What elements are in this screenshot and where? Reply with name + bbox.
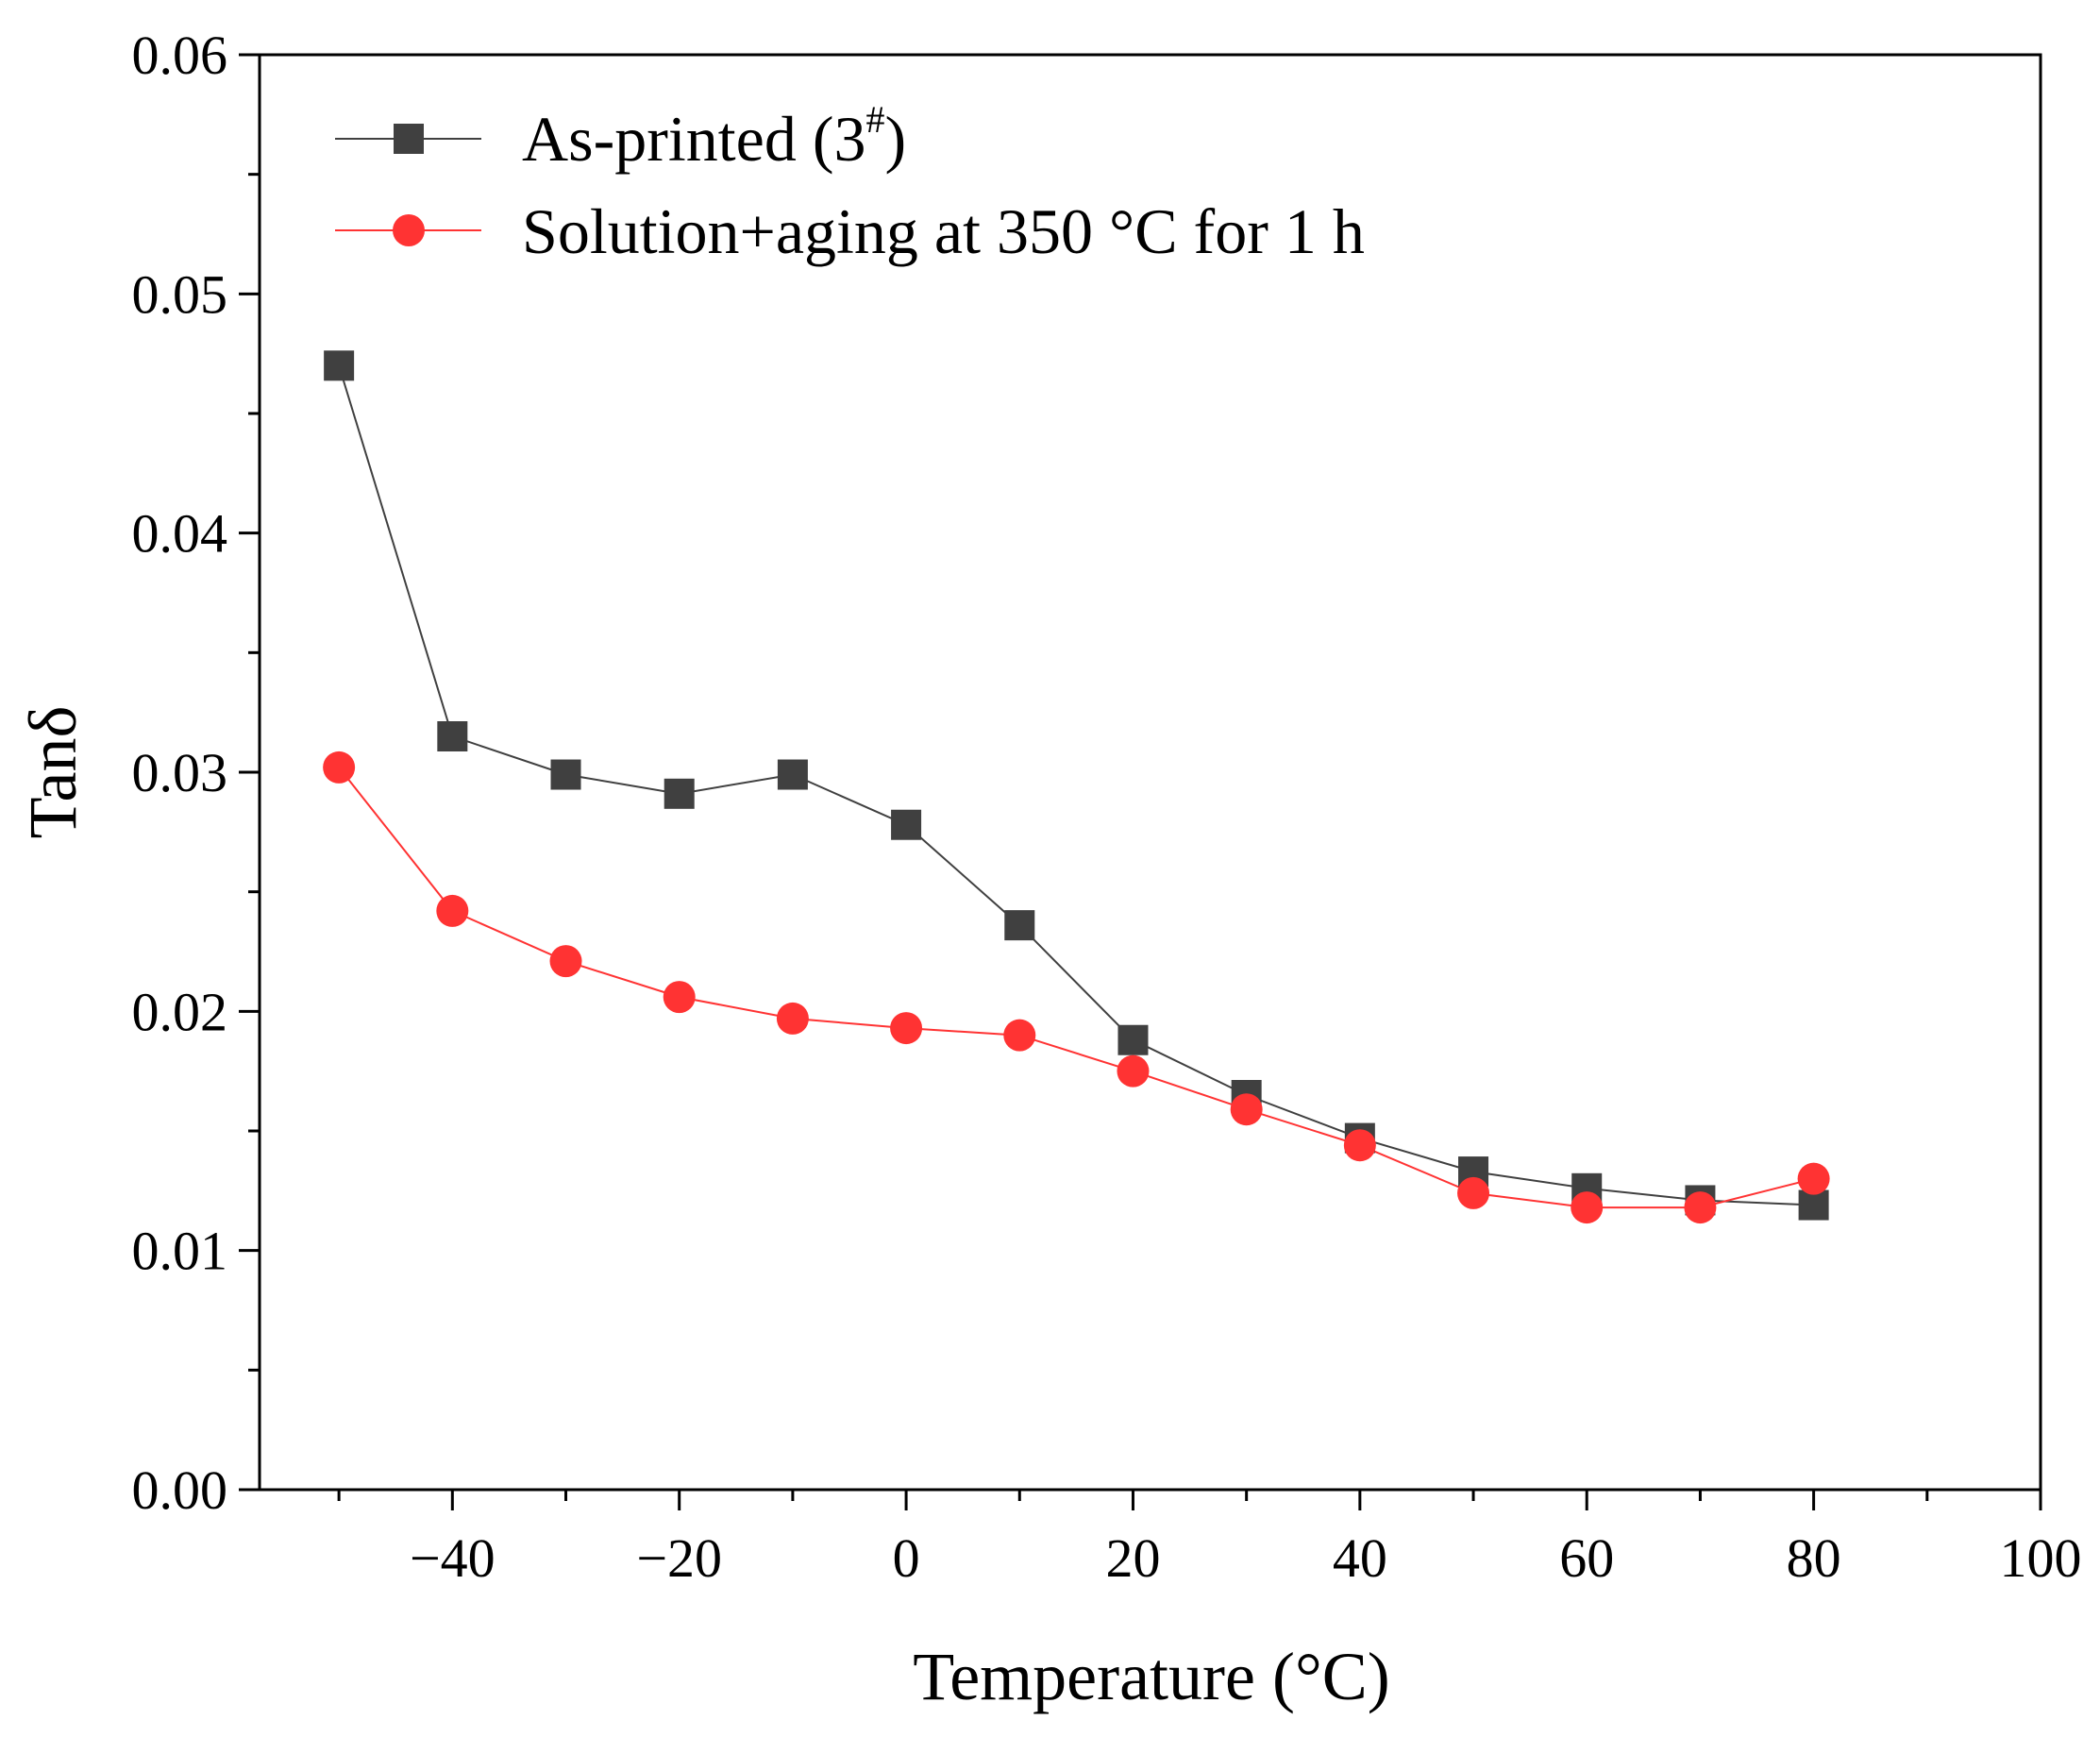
x-axis-title: Temperature (°C) (913, 1639, 1390, 1714)
y-tick-label: 0.01 (132, 1221, 228, 1282)
data-point-solution-aging (549, 945, 582, 978)
data-point-solution-aging (890, 1012, 923, 1045)
x-tick-label: 60 (1559, 1527, 1614, 1589)
x-tick-label: 80 (1787, 1527, 1841, 1589)
data-point-solution-aging (1571, 1191, 1604, 1224)
y-axis-title: Tanδ (15, 706, 91, 839)
data-point-as-printed (1004, 910, 1035, 941)
data-point-solution-aging (1343, 1129, 1376, 1162)
x-tick-label: 100 (2000, 1527, 2082, 1589)
legend-marker-as-printed (394, 124, 424, 154)
data-point-as-printed (777, 759, 808, 790)
data-point-solution-aging (1230, 1093, 1263, 1126)
data-point-solution-aging (1003, 1019, 1036, 1052)
data-point-as-printed (437, 721, 468, 751)
x-tick-label: 40 (1333, 1527, 1387, 1589)
data-point-solution-aging (776, 1002, 809, 1035)
data-point-solution-aging (1457, 1176, 1490, 1209)
series-layer (323, 350, 1830, 1224)
data-point-solution-aging (1117, 1054, 1150, 1088)
x-tick-label: 20 (1105, 1527, 1160, 1589)
series-line-as-printed (338, 365, 1814, 1206)
y-tick-label: 0.02 (132, 981, 228, 1042)
y-tick-label: 0.00 (132, 1459, 228, 1521)
data-point-solution-aging (1684, 1191, 1717, 1224)
legend-label-as-printed: As-printed (3#) (522, 98, 906, 175)
y-tick-label: 0.03 (132, 742, 228, 803)
x-tick-label: −20 (636, 1527, 722, 1589)
legend-marker-solution-aging (393, 214, 425, 246)
x-axis-ticks: −40 −20 0 20 40 60 80 100 (337, 1490, 2082, 1589)
y-tick-label: 0.05 (132, 263, 228, 325)
y-tick-label: 0.04 (132, 503, 228, 565)
data-point-as-printed (1798, 1189, 1829, 1221)
data-point-solution-aging (323, 750, 356, 784)
x-tick-label: −40 (410, 1527, 496, 1589)
y-tick-label: 0.06 (132, 25, 228, 86)
data-point-as-printed (324, 350, 355, 381)
series-line-solution-aging (338, 767, 1814, 1209)
x-tick-label: 0 (893, 1527, 920, 1589)
data-point-as-printed (664, 778, 695, 809)
legend: As-printed (3#) Solution+aging at 350 °C… (335, 98, 1365, 267)
data-point-solution-aging (436, 894, 469, 927)
data-point-as-printed (550, 759, 581, 790)
y-axis-ticks: 0.00 0.01 0.02 0.03 0.04 0.05 0.06 (132, 25, 260, 1521)
data-point-as-printed (1117, 1024, 1149, 1055)
plot-frame (258, 53, 2042, 1492)
data-point-as-printed (891, 809, 922, 840)
data-point-solution-aging (1797, 1162, 1830, 1195)
legend-label-solution-aging: Solution+aging at 350 °C for 1 h (522, 195, 1365, 267)
data-point-solution-aging (663, 981, 696, 1014)
